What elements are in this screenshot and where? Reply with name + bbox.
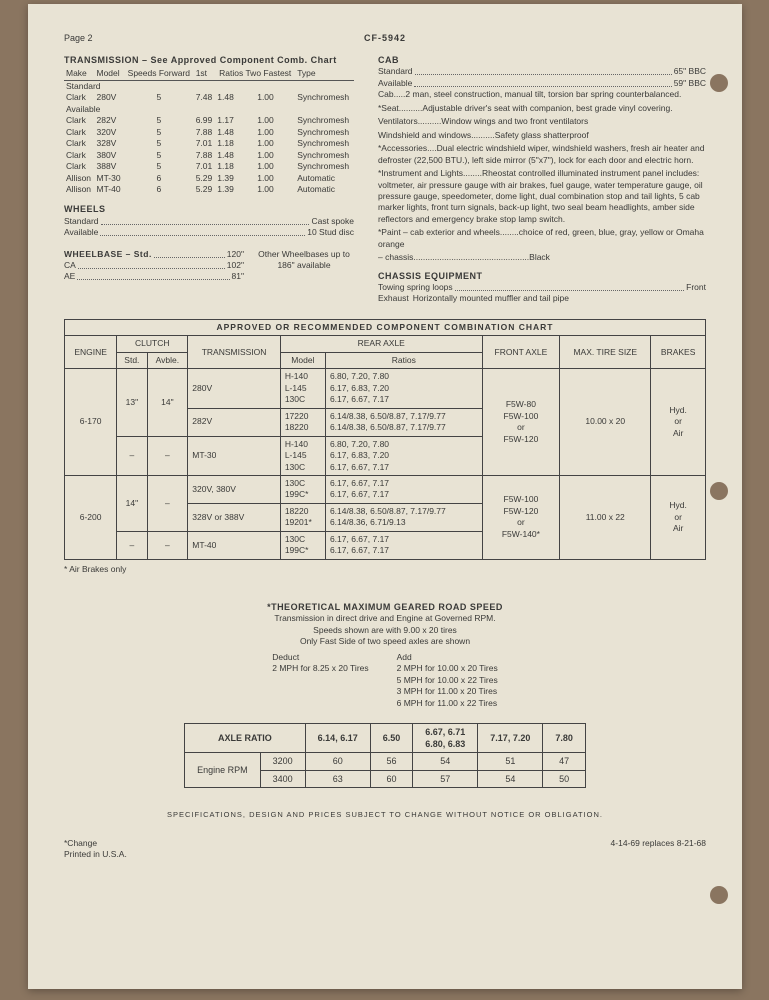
punch-hole <box>710 886 728 904</box>
transmission-title: TRANSMISSION – See Approved Component Co… <box>64 54 354 66</box>
wheels-title: WHEELS <box>64 203 354 215</box>
combo-footnote: * Air Brakes only <box>64 564 706 575</box>
wheelbase-other: Other Wheelbases up to 186" available <box>254 249 354 283</box>
table-row: 6-200 14" – 320V, 380V 130C 199C* 6.17, … <box>65 476 706 504</box>
footer: *Change Printed in U.S.A. 4-14-69 replac… <box>64 838 706 861</box>
table-row: Clark388V57.011.181.00Synchromesh <box>64 161 354 172</box>
table-row: AllisonMT-3065.291.391.00Automatic <box>64 173 354 184</box>
table-row: Clark280V57.481.481.00Synchromesh <box>64 92 354 103</box>
table-row: Clark380V57.881.481.00Synchromesh <box>64 150 354 161</box>
combination-chart: APPROVED OR RECOMMENDED COMPONENT COMBIN… <box>64 319 706 560</box>
table-row: 6-170 13" 14" 280V H-140 L-145 130C 6.80… <box>65 369 706 408</box>
page-number: Page 2 <box>64 32 93 44</box>
wheels-avail: Available10 Stud disc <box>64 227 354 238</box>
right-column: CAB Standard65" BBC Available59" BBC Cab… <box>378 54 706 305</box>
punch-hole <box>710 482 728 500</box>
cab-title: CAB <box>378 54 706 66</box>
disclaimer: SPECIFICATIONS, DESIGN AND PRICES SUBJEC… <box>64 810 706 820</box>
chassis-title: CHASSIS EQUIPMENT <box>378 270 706 282</box>
left-column: TRANSMISSION – See Approved Component Co… <box>64 54 354 305</box>
speed-title: *THEORETICAL MAXIMUM GEARED ROAD SPEED <box>64 601 706 613</box>
table-row: Clark328V57.011.181.00Synchromesh <box>64 138 354 149</box>
axle-ratio-table: AXLE RATIO 6.14, 6.17 6.50 6.67, 6.71 6.… <box>184 723 586 788</box>
table-row: AllisonMT-4065.291.391.00Automatic <box>64 184 354 195</box>
speed-adjustments: Deduct 2 MPH for 8.25 x 20 Tires Add 2 M… <box>64 652 706 709</box>
punch-hole <box>710 74 728 92</box>
transmission-table: Make Model Speeds Forward 1st Ratios Two… <box>64 68 354 195</box>
table-row: Clark282V56.991.171.00Synchromesh <box>64 115 354 126</box>
document-number: CF-5942 <box>64 32 706 44</box>
wheels-std: StandardCast spoke <box>64 216 354 227</box>
table-row: Clark320V57.881.481.00Synchromesh <box>64 127 354 138</box>
spec-sheet-page: Page 2 CF-5942 TRANSMISSION – See Approv… <box>28 4 742 989</box>
